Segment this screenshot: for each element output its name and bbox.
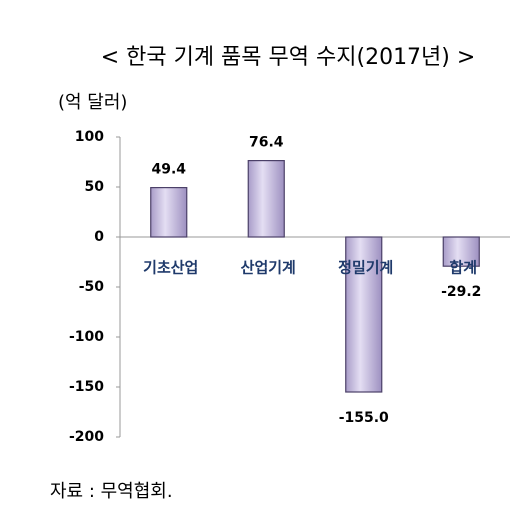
x-tick-label: 정밀기계 (338, 259, 393, 277)
x-tick-label: 산업기계 (241, 259, 296, 277)
chart-title: < 한국 기계 품목 무역 수지(2017년) > (101, 45, 476, 70)
value-label: -29.2 (441, 284, 481, 300)
y-tick-label: 50 (85, 179, 105, 195)
source-note: 자료 : 무역협회. (50, 481, 173, 502)
x-tick-label: 합계 (449, 259, 477, 277)
y-tick-label: -150 (69, 379, 104, 395)
y-tick-label: -200 (69, 429, 104, 445)
value-label: 49.4 (151, 162, 186, 178)
bar (442, 236, 480, 267)
x-tick-label: 기초산업 (143, 259, 198, 277)
y-tick-label: 0 (94, 229, 104, 245)
value-label: 76.4 (249, 135, 284, 151)
bar (345, 236, 383, 393)
bar (247, 160, 285, 238)
bar (150, 187, 188, 238)
unit-label: (억 달러) (58, 92, 127, 113)
y-tick-label: -50 (79, 279, 105, 295)
value-label: -155.0 (339, 410, 389, 426)
y-tick-label: 100 (75, 129, 104, 145)
y-tick-label: -100 (69, 329, 104, 345)
